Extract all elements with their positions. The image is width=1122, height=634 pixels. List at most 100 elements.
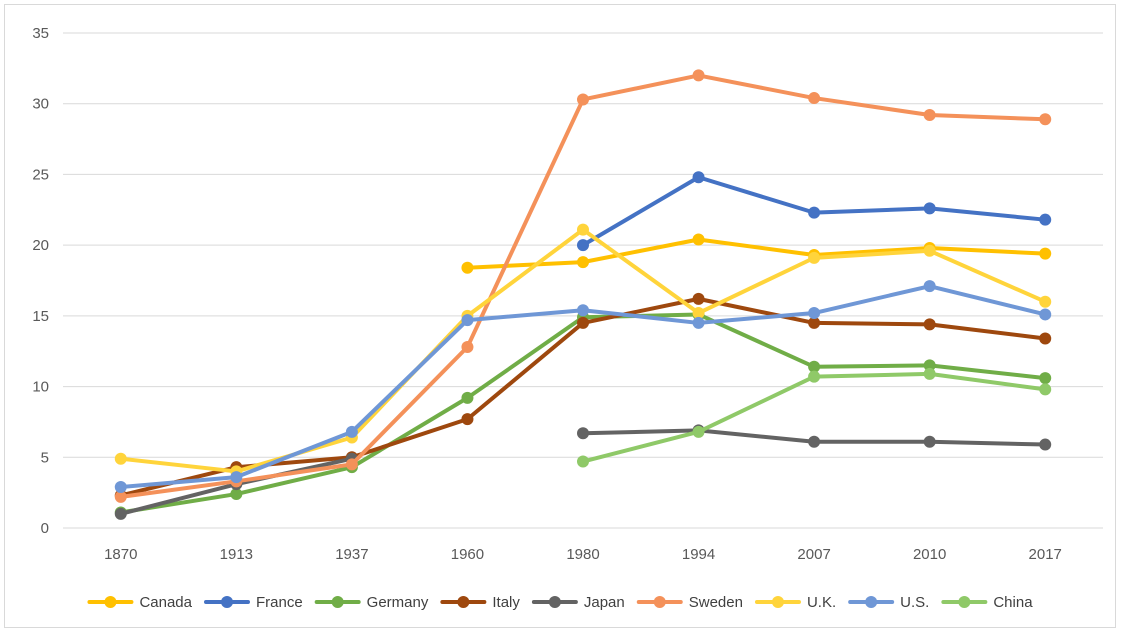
y-tick-label: 35	[32, 25, 49, 42]
data-point	[1039, 247, 1052, 260]
series-line	[118, 312, 1048, 515]
data-point	[808, 92, 821, 105]
data-point	[808, 251, 821, 264]
legend-item: Italy	[440, 594, 520, 611]
data-point	[114, 480, 127, 493]
data-point	[1039, 332, 1052, 345]
data-point	[1039, 295, 1052, 308]
gridlines	[63, 32, 1103, 529]
data-point	[577, 427, 589, 440]
data-point	[1039, 308, 1052, 321]
data-point	[577, 455, 589, 468]
data-point	[577, 239, 589, 252]
data-point	[808, 370, 821, 383]
data-point	[923, 359, 936, 372]
y-tick-label: 20	[32, 237, 49, 254]
legend-swatch-marker	[220, 596, 233, 608]
x-tick-label: 2007	[797, 546, 830, 563]
x-tick-label: 2017	[1029, 546, 1062, 563]
data-point	[923, 280, 936, 293]
x-tick-label: 1913	[220, 546, 253, 563]
data-point	[1039, 213, 1052, 226]
data-point	[692, 292, 705, 305]
x-tick-label: 1937	[335, 546, 368, 563]
legend-label: France	[256, 594, 303, 611]
data-point	[692, 307, 705, 320]
data-point	[923, 435, 936, 448]
data-point	[461, 340, 474, 353]
series-china	[577, 367, 1052, 468]
legend: Canada France Germany Italy Japan Sweden U.K. U…	[87, 594, 1033, 611]
data-point	[461, 391, 474, 404]
data-point	[923, 367, 936, 380]
y-tick-label: 10	[32, 379, 49, 396]
data-point	[114, 507, 127, 520]
x-tick-label: 1960	[451, 546, 484, 563]
data-point	[808, 316, 821, 329]
x-tick-label: 1980	[566, 546, 599, 563]
data-point	[692, 69, 705, 82]
data-point	[923, 109, 936, 122]
data-point	[808, 307, 821, 320]
legend-label: China	[993, 594, 1033, 611]
legend-item: Sweden	[636, 594, 743, 611]
data-point	[923, 318, 936, 331]
legend-item: Japan	[531, 594, 625, 611]
data-point	[577, 304, 589, 317]
data-point	[577, 93, 589, 106]
data-point	[923, 202, 936, 215]
series-lines	[114, 69, 1052, 520]
data-point	[345, 425, 358, 438]
y-tick-label: 0	[41, 520, 49, 537]
data-point	[923, 244, 936, 257]
legend-item: France	[203, 594, 303, 611]
data-point	[577, 223, 589, 236]
legend-item: U.S.	[848, 594, 929, 611]
data-point	[1039, 438, 1052, 451]
data-point	[808, 360, 821, 373]
legend-label: Sweden	[689, 594, 743, 611]
x-tick-label: 2010	[913, 546, 946, 563]
axes: 0 5 10 15 20 25 30 35 1870 1913 1937 1960 1980 1994 20…	[32, 25, 1103, 563]
data-point	[808, 435, 821, 448]
data-point	[230, 471, 243, 484]
data-point	[1039, 113, 1052, 126]
data-point	[461, 261, 474, 274]
series-japan	[114, 424, 1052, 520]
legend-label: U.S.	[900, 594, 929, 611]
y-tick-label: 15	[32, 308, 49, 325]
series-germany	[114, 308, 1052, 519]
data-point	[461, 314, 474, 327]
data-point	[1039, 383, 1052, 396]
y-tick-label: 30	[32, 96, 49, 113]
series-u-s-	[114, 280, 1052, 493]
legend-label: Japan	[584, 594, 625, 611]
data-point	[692, 233, 705, 246]
data-point	[692, 316, 705, 329]
legend-label: U.K.	[807, 594, 836, 611]
legend-label: Canada	[139, 594, 192, 611]
legend-swatch-marker	[331, 596, 344, 608]
legend-swatch-marker	[865, 596, 878, 608]
legend-swatch-marker	[771, 596, 784, 608]
series-france	[577, 171, 1052, 252]
legend-item: Germany	[314, 594, 429, 611]
data-point	[692, 171, 705, 184]
data-point	[345, 458, 358, 471]
y-tick-label: 25	[32, 166, 49, 183]
data-point	[808, 206, 821, 219]
data-point	[230, 488, 243, 501]
data-point	[461, 413, 474, 426]
legend-swatch-marker	[457, 596, 470, 608]
legend-swatch-marker	[548, 596, 561, 608]
y-tick-label: 5	[41, 449, 49, 466]
legend-item: Canada	[87, 594, 193, 611]
data-point	[1039, 372, 1052, 385]
series-line	[465, 237, 1048, 270]
legend-label: Italy	[492, 594, 520, 611]
legend-item: U.K.	[754, 594, 836, 611]
data-point	[577, 256, 589, 269]
series-sweden	[114, 69, 1052, 503]
data-point	[692, 425, 705, 438]
